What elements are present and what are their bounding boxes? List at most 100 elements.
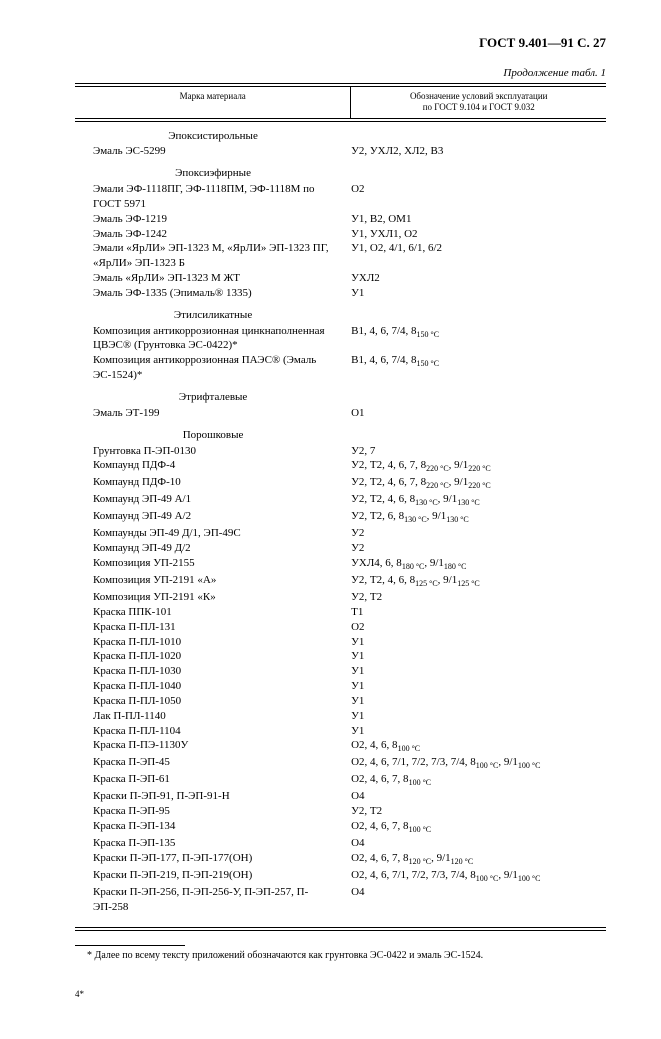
table-row: Эмаль ЭФ-1242У1, УХЛ1, О2 [75,227,606,242]
section-title-right [351,427,606,444]
table-row: Компаунд ЭП-49 А/1У2, Т2, 4, 6, 8130 °С,… [75,492,606,509]
section-title-right [351,128,606,145]
material-cell: Композиция УП-2191 «А» [75,573,351,590]
table-row: Компаунды ЭП-49 Д/1, ЭП-49СУ2 [75,526,606,541]
conditions-cell: У2, Т2 [351,804,606,819]
table-row: Эмаль «ЯрЛИ» ЭП-1323 М ЖТУХЛ2 [75,271,606,286]
material-cell: Краска П-ПЭ-1130У [75,738,351,755]
conditions-cell: У1, УХЛ1, О2 [351,227,606,242]
conditions-cell: У1 [351,694,606,709]
section-title: Эпоксиэфирные [75,165,351,182]
material-cell: Грунтовка П-ЭП-0130 [75,444,351,459]
material-cell: Краска П-ПЛ-1020 [75,649,351,664]
table-row: Краска П-ЭП-61О2, 4, 6, 7, 8100 °С [75,772,606,789]
section-title: Эпоксистирольные [75,128,351,145]
material-cell: Эмали ЭФ-1118ПГ, ЭФ-1118ПМ, ЭФ-1118М по … [75,182,351,212]
page-footer: 4* [75,989,606,999]
material-cell: Лак П-ПЛ-1140 [75,709,351,724]
material-cell: Эмаль ЭТ-199 [75,406,351,421]
conditions-cell: О2, 4, 6, 7/1, 7/2, 7/3, 7/4, 8100 °С, 9… [351,755,606,772]
material-cell: Краски П-ЭП-177, П-ЭП-177(ОН) [75,851,351,868]
conditions-cell: У2, 7 [351,444,606,459]
material-cell: Композиция УП-2191 «К» [75,590,351,605]
section-row: Порошковые [75,427,606,444]
page: ГОСТ 9.401—91 С. 27 Продолжение табл. 1 … [0,0,661,1039]
conditions-cell: У2 [351,526,606,541]
conditions-cell: О2, 4, 6, 8100 °С [351,738,606,755]
table-row: Лак П-ПЛ-1140У1 [75,709,606,724]
conditions-cell: У1 [351,649,606,664]
table-row: Краска П-ЭП-135О4 [75,836,606,851]
section-spacer [75,915,606,921]
conditions-cell: В1, 4, 6, 7/4, 8150 °С [351,324,606,354]
conditions-cell: У1 [351,664,606,679]
table-row: Краски П-ЭП-91, П-ЭП-91-НО4 [75,789,606,804]
material-cell: Компаунд ПДФ-4 [75,458,351,475]
conditions-cell: УХЛ4, 6, 8180 °С, 9/1180 °С [351,556,606,573]
material-cell: Краска П-ПЛ-1010 [75,635,351,650]
material-cell: Краска П-ПЛ-131 [75,620,351,635]
table-row: Композиция антикоррозионная цинкнаполнен… [75,324,606,354]
material-cell: Композиция УП-2155 [75,556,351,573]
material-cell: Компаунд ЭП-49 А/1 [75,492,351,509]
table-row: Композиция УП-2191 «К»У2, Т2 [75,590,606,605]
material-cell: Композиция антикоррозионная цинкнаполнен… [75,324,351,354]
material-cell: Эмали «ЯрЛИ» ЭП-1323 М, «ЯрЛИ» ЭП-1323 П… [75,241,351,271]
conditions-cell: У1 [351,286,606,301]
table-row: Краска П-ЭП-134О2, 4, 6, 7, 8100 °С [75,819,606,836]
page-header: ГОСТ 9.401—91 С. 27 [75,35,606,51]
conditions-cell: О2, 4, 6, 7, 8100 °С [351,819,606,836]
material-cell: Краска П-ПЛ-1050 [75,694,351,709]
table-row: Эмаль ЭФ-1219У1, В2, ОМ1 [75,212,606,227]
material-cell: Краска П-ПЛ-1040 [75,679,351,694]
material-cell: Краска П-ЭП-135 [75,836,351,851]
table-body: ЭпоксистирольныеЭмаль ЭС-5299У2, УХЛ2, Х… [75,121,606,928]
table-row: Краска П-ПЭ-1130УО2, 4, 6, 8100 °С [75,738,606,755]
conditions-cell: О2, 4, 6, 7/1, 7/2, 7/3, 7/4, 8100 °С, 9… [351,868,606,885]
conditions-cell: У1 [351,679,606,694]
table-row: Грунтовка П-ЭП-0130У2, 7 [75,444,606,459]
section-row: Этрифталевые [75,389,606,406]
table-row: Краска ППК-101Т1 [75,605,606,620]
section-row: Этилсиликатные [75,307,606,324]
conditions-cell: О2, 4, 6, 7, 8120 °С, 9/1120 °С [351,851,606,868]
conditions-cell: О2, 4, 6, 7, 8100 °С [351,772,606,789]
material-cell: Краски П-ЭП-219, П-ЭП-219(ОН) [75,868,351,885]
section-title: Этрифталевые [75,389,351,406]
material-cell: Композиция антикоррозионная ПАЭС® (Эмаль… [75,353,351,383]
conditions-cell: О2 [351,182,606,212]
section-row: Эпоксистирольные [75,128,606,145]
table-row: Краска П-ПЛ-1050У1 [75,694,606,709]
table-row: Эмаль ЭС-5299У2, УХЛ2, ХЛ2, В3 [75,144,606,159]
table-row: Композиция УП-2191 «А»У2, Т2, 4, 6, 8125… [75,573,606,590]
material-cell: Эмаль ЭС-5299 [75,144,351,159]
section-title-right [351,165,606,182]
conditions-cell: У2, Т2 [351,590,606,605]
conditions-cell: О4 [351,885,606,915]
table-row: Компаунд ЭП-49 А/2У2, Т2, 6, 8130 °С, 9/… [75,509,606,526]
material-cell: Компаунд ЭП-49 Д/2 [75,541,351,556]
table-row: Эмали ЭФ-1118ПГ, ЭФ-1118ПМ, ЭФ-1118М по … [75,182,606,212]
footnote-separator [75,945,185,946]
conditions-cell: У2, Т2, 4, 6, 8130 °С, 9/1130 °С [351,492,606,509]
table-row: Эмаль ЭТ-199О1 [75,406,606,421]
material-cell: Краска П-ЭП-61 [75,772,351,789]
section-title: Этилсиликатные [75,307,351,324]
table-row: Эмали «ЯрЛИ» ЭП-1323 М, «ЯрЛИ» ЭП-1323 П… [75,241,606,271]
table-row: Краски П-ЭП-177, П-ЭП-177(ОН)О2, 4, 6, 7… [75,851,606,868]
table-row: Краска П-ПЛ-1040У1 [75,679,606,694]
material-cell: Эмаль ЭФ-1219 [75,212,351,227]
conditions-cell: У1 [351,635,606,650]
material-cell: Краска ППК-101 [75,605,351,620]
conditions-cell: У1 [351,724,606,739]
material-cell: Краска П-ПЛ-1030 [75,664,351,679]
material-cell: Эмаль ЭФ-1335 (Эпималь® 1335) [75,286,351,301]
col-header-material: Марка материала [75,87,351,118]
material-cell: Краски П-ЭП-256, П-ЭП-256-У, П-ЭП-257, П… [75,885,351,915]
material-cell: Компаунд ЭП-49 А/2 [75,509,351,526]
table-row: Компаунд ЭП-49 Д/2У2 [75,541,606,556]
conditions-cell: В1, 4, 6, 7/4, 8150 °С [351,353,606,383]
table-row: Краска П-ПЛ-1010У1 [75,635,606,650]
col-header-conditions: Обозначение условий эксплуатациипо ГОСТ … [351,87,606,118]
conditions-cell: О4 [351,836,606,851]
